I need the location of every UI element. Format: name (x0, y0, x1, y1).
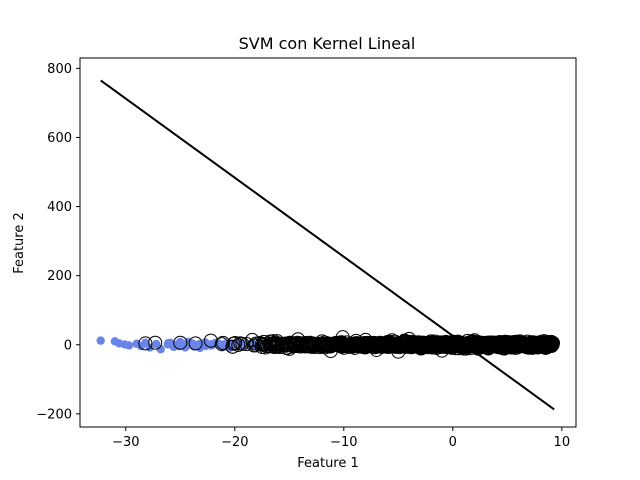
data-point (124, 341, 134, 350)
x-axis-label: Feature 1 (297, 456, 359, 471)
support-vector (479, 337, 494, 352)
support-vector (396, 334, 411, 349)
y-tick-label: 800 (47, 62, 72, 77)
decision-line-layer (100, 79, 555, 411)
decision-boundary-line (100, 79, 555, 411)
support-vector (306, 337, 321, 352)
support-vector (445, 340, 460, 355)
support-vector (532, 340, 547, 355)
x-tick-label: −20 (221, 435, 248, 450)
support-vector (318, 337, 333, 352)
x-tick-label: −10 (330, 435, 357, 450)
data-point (156, 345, 165, 354)
y-tick-label: 200 (47, 269, 72, 284)
support-vector (518, 338, 533, 353)
support-vector (537, 338, 552, 353)
support-vector (487, 337, 502, 352)
y-tick-label: −200 (36, 407, 72, 422)
support-vector (529, 337, 544, 352)
plot-frame (79, 57, 577, 428)
support-vector (259, 339, 274, 354)
support-vector (367, 340, 382, 355)
support-vector (375, 339, 390, 354)
support-vector (263, 334, 278, 349)
y-tick-label: 0 (64, 338, 72, 353)
support-vector (406, 339, 421, 354)
support-vector (248, 336, 263, 351)
chart-title: SVM con Kernel Lineal (239, 34, 416, 53)
data-point (166, 338, 175, 348)
y-axis: −200 0 200 400 600 800 (36, 62, 80, 422)
support-vector (497, 338, 512, 353)
support-vectors-layer (138, 330, 560, 359)
support-vector (387, 339, 402, 354)
x-tick-label: 0 (449, 435, 457, 450)
x-tick-label: 10 (554, 435, 571, 450)
support-vector (490, 339, 505, 354)
plot-area (79, 57, 577, 428)
support-vector (323, 339, 338, 354)
data-point (196, 339, 206, 348)
support-vector (429, 338, 444, 353)
support-vector (239, 337, 254, 352)
support-vector (231, 337, 246, 352)
support-vector (459, 336, 474, 351)
support-vector (282, 337, 297, 352)
support-vector (264, 339, 279, 354)
support-vector (415, 337, 430, 352)
support-vector (286, 336, 301, 351)
support-vector (148, 335, 163, 350)
support-vector (535, 337, 550, 352)
support-vector (422, 337, 437, 352)
x-axis: −30 −20 −10 0 10 (112, 427, 570, 450)
support-vector (544, 334, 559, 349)
support-vector (378, 336, 393, 351)
support-vector (544, 338, 559, 353)
support-vector (289, 336, 304, 351)
support-vector (441, 337, 456, 352)
y-tick-label: 400 (47, 200, 72, 215)
support-vector (369, 337, 384, 352)
data-point (96, 336, 105, 345)
support-vector (396, 338, 411, 353)
support-vector (274, 337, 289, 352)
support-vector (138, 336, 153, 351)
support-vector (335, 339, 350, 354)
support-vector (215, 335, 230, 350)
support-vector (337, 337, 352, 352)
support-vector (358, 339, 373, 354)
y-axis-label: Feature 2 (12, 212, 27, 274)
data-point (206, 341, 215, 350)
support-vector (188, 336, 203, 351)
y-tick-label: 600 (47, 131, 72, 146)
support-vector (503, 338, 518, 353)
support-vector (228, 336, 243, 351)
support-vector (512, 337, 527, 352)
support-vector (523, 337, 538, 352)
support-vector (173, 335, 188, 350)
x-tick-label: −30 (112, 435, 139, 450)
